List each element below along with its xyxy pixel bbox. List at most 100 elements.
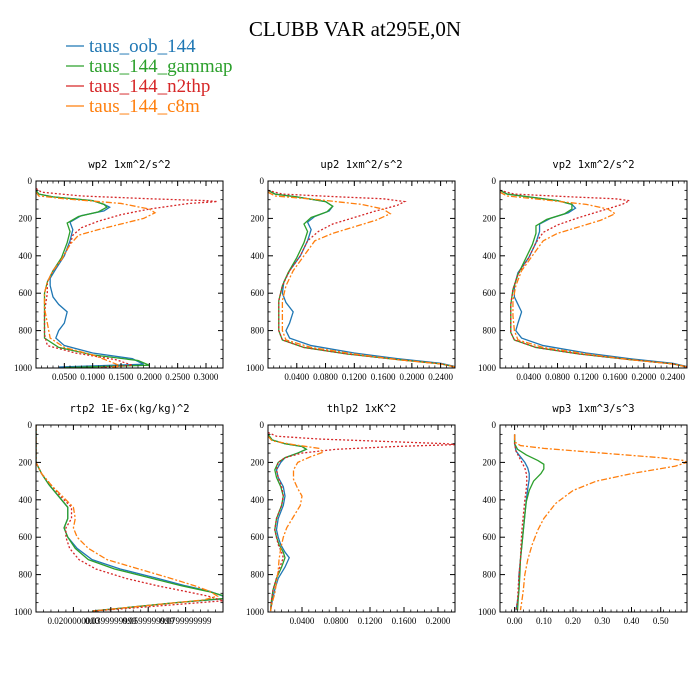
panel-1: up2 1xm^2/s^2 0 200 400 600 800 1000 0.0400 0.08… [246,159,456,382]
ytick-label-2-3: 600 [483,288,497,298]
panel-5: wp3 1xm^3/s^3 0 200 400 600 800 1000 0.00 0.10 0.… [478,403,688,626]
ytick-label-5-4: 800 [483,570,497,580]
series-line-4-2 [268,431,455,612]
series-line-4-3 [268,435,325,612]
xtick-label-2-4: 0.2000 [631,372,656,382]
panel-title-1: up2 1xm^2/s^2 [320,159,402,171]
ytick-label-0-4: 800 [19,326,33,336]
xtick-label-2-1: 0.0800 [545,372,570,382]
panel-title-0: wp2 1xm^2/s^2 [88,159,170,171]
panel-0: wp2 1xm^2/s^2 0 200 400 600 800 1000 0.0500 0.10… [14,159,224,382]
panel-title-3: rtp2 1E-6x(kg/kg)^2 [69,403,189,415]
ytick-label-3-5: 1000 [14,607,33,617]
series-line-5-3 [513,434,687,611]
panel-2: vp2 1xm^2/s^2 0 200 400 600 800 1000 0.0400 0.08… [478,159,688,382]
series-line-1-3 [268,191,455,368]
ytick-label-2-5: 1000 [478,363,497,373]
xtick-label-4-3: 0.1600 [392,616,417,626]
xtick-label-4-0: 0.0400 [290,616,315,626]
xtick-label-1-4: 0.2000 [399,372,424,382]
legend-label-1: taus_144_gammap [89,56,233,77]
series-line-4-1 [268,433,308,612]
ytick-label-3-2: 400 [19,495,33,505]
xtick-label-5-3: 0.30 [594,616,610,626]
ytick-label-2-4: 800 [483,326,497,336]
figure-title: CLUBB VAR at295E,0N [249,17,461,41]
xtick-label-0-4: 0.2500 [165,372,190,382]
xtick-label-5-1: 0.10 [536,616,552,626]
ytick-label-5-3: 600 [483,532,497,542]
legend: taus_oob_144taus_144_gammaptaus_144_n2th… [66,36,233,117]
ytick-label-0-5: 1000 [14,363,33,373]
xtick-label-1-2: 0.1200 [342,372,367,382]
xtick-label-0-5: 0.3000 [194,372,219,382]
ytick-label-1-3: 600 [251,288,265,298]
ytick-label-0-1: 200 [19,213,33,223]
panel-3: rtp2 1E-6x(kg/kg)^2 0 200 400 600 800 1000 0.02… [14,403,224,626]
xtick-label-1-0: 0.0400 [284,372,309,382]
ytick-label-3-0: 0 [28,420,33,430]
series-line-5-1 [513,434,545,611]
ytick-label-2-0: 0 [492,176,497,186]
ytick-label-3-1: 200 [19,457,33,467]
legend-label-2: taus_144_n2thp [89,76,210,97]
ytick-label-3-4: 800 [19,570,33,580]
ytick-label-0-2: 400 [19,251,33,261]
ytick-label-4-2: 400 [251,495,265,505]
xtick-label-3-2: 0.0599999999 [122,616,174,626]
xtick-label-2-2: 0.1200 [574,372,599,382]
ytick-label-1-1: 200 [251,213,265,223]
series-line-2-3 [500,191,687,368]
xtick-label-1-1: 0.0800 [313,372,338,382]
xtick-label-4-4: 0.2000 [426,616,451,626]
ytick-label-3-3: 600 [19,532,33,542]
xtick-label-2-3: 0.1600 [603,372,628,382]
legend-label-0: taus_oob_144 [89,36,196,57]
series-line-0-2 [36,187,218,368]
xtick-label-1-5: 0.2400 [428,372,453,382]
panel-title-5: wp3 1xm^3/s^3 [552,403,634,415]
ytick-label-2-1: 200 [483,213,497,223]
xtick-label-4-2: 0.1200 [358,616,383,626]
xtick-label-3-0: 0.0200000000 [48,616,100,626]
ytick-label-5-1: 200 [483,457,497,467]
legend-label-3: taus_144_c8m [89,96,200,117]
ytick-label-4-1: 200 [251,457,265,467]
ytick-label-4-4: 800 [251,570,265,580]
ytick-label-5-0: 0 [492,420,497,430]
xtick-label-0-1: 0.1000 [80,372,105,382]
panel-4: thlp2 1xK^2 0 200 400 600 800 1000 0.0400 0.0800… [246,403,456,626]
ytick-label-1-4: 800 [251,326,265,336]
xtick-label-4-1: 0.0800 [324,616,349,626]
series-line-3-1 [36,425,223,612]
ytick-label-2-2: 400 [483,251,497,261]
series-line-2-2 [500,189,687,368]
ytick-label-1-0: 0 [260,176,265,186]
xtick-label-5-2: 0.20 [565,616,581,626]
xtick-label-0-2: 0.1500 [109,372,134,382]
ytick-label-4-3: 600 [251,532,265,542]
xtick-label-2-0: 0.0400 [516,372,541,382]
series-line-0-1 [36,189,150,368]
ytick-label-5-2: 400 [483,495,497,505]
xtick-label-2-5: 0.2400 [660,372,685,382]
series-line-5-2 [513,434,528,611]
series-line-3-3 [36,425,219,612]
panel-title-2: vp2 1xm^2/s^2 [552,159,634,171]
xtick-label-3-3: 0.0799999999 [160,616,212,626]
ytick-label-5-5: 1000 [478,607,497,617]
ytick-label-1-5: 1000 [246,363,265,373]
ytick-label-0-0: 0 [28,176,33,186]
ytick-label-4-5: 1000 [246,607,265,617]
xtick-label-0-0: 0.0500 [52,372,77,382]
xtick-label-3-1: 0.0399999999 [85,616,137,626]
ytick-label-1-2: 400 [251,251,265,261]
panel-title-4: thlp2 1xK^2 [327,403,397,415]
xtick-label-0-3: 0.2000 [137,372,162,382]
xtick-label-5-0: 0.00 [507,616,523,626]
xtick-label-5-4: 0.40 [624,616,640,626]
ytick-label-0-3: 600 [19,288,33,298]
series-line-0-3 [36,191,157,368]
